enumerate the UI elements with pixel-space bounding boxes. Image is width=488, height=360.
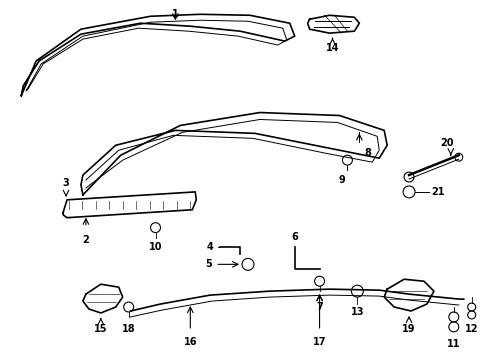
Text: 7: 7 <box>316 302 322 312</box>
Text: 11: 11 <box>446 339 460 349</box>
Text: 21: 21 <box>430 187 444 197</box>
Text: 12: 12 <box>464 324 477 334</box>
Text: 8: 8 <box>364 148 370 158</box>
Text: 17: 17 <box>312 337 325 347</box>
Text: 6: 6 <box>291 231 298 242</box>
Text: 10: 10 <box>148 242 162 252</box>
Text: 3: 3 <box>62 178 69 188</box>
Text: 4: 4 <box>206 243 213 252</box>
Text: 5: 5 <box>204 259 211 269</box>
Text: 13: 13 <box>350 307 364 317</box>
Text: 15: 15 <box>94 324 107 334</box>
Text: 19: 19 <box>402 324 415 334</box>
Text: 9: 9 <box>337 175 344 185</box>
Text: 18: 18 <box>122 324 135 334</box>
Text: 14: 14 <box>325 43 339 53</box>
Text: 20: 20 <box>439 138 453 148</box>
Text: 16: 16 <box>183 337 197 347</box>
Text: 2: 2 <box>82 235 89 244</box>
Text: 1: 1 <box>172 9 179 19</box>
